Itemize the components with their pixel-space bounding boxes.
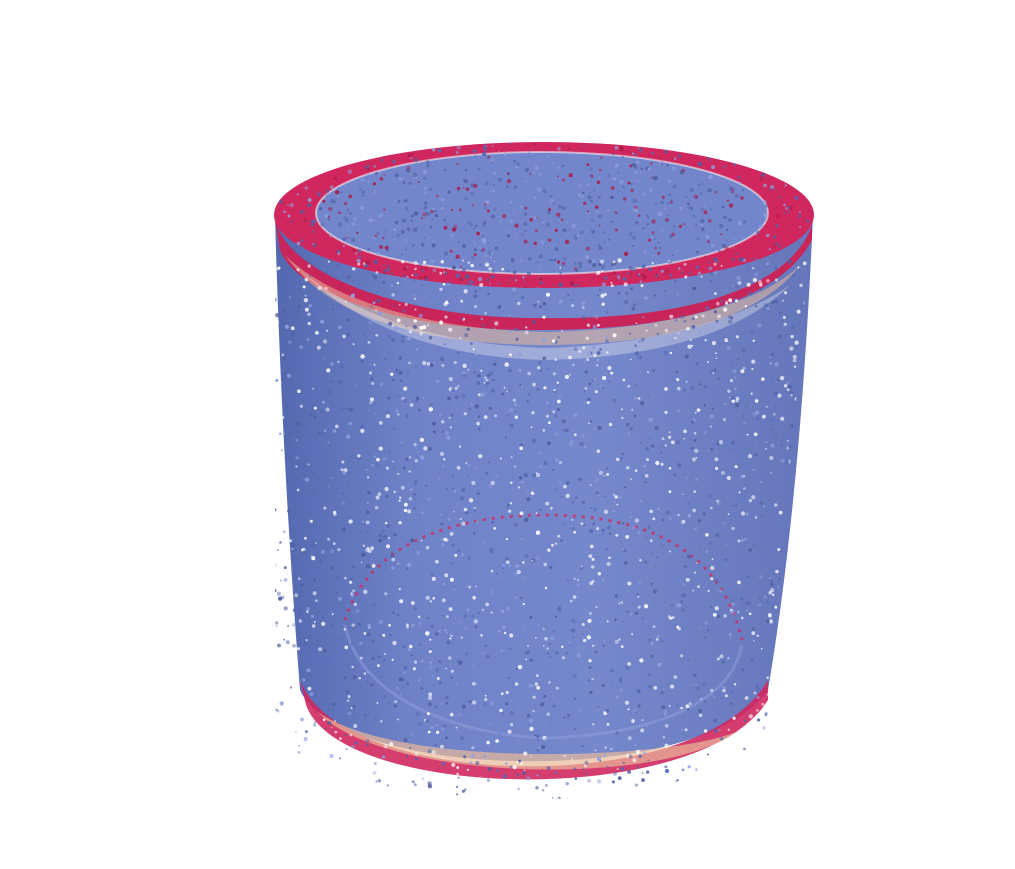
- top-inner-face: [315, 151, 769, 275]
- top-transition-band: [285, 255, 800, 360]
- bottom-rim-band: [300, 680, 768, 780]
- cylinder-body: [275, 215, 813, 762]
- particle-texture-body: [275, 258, 813, 800]
